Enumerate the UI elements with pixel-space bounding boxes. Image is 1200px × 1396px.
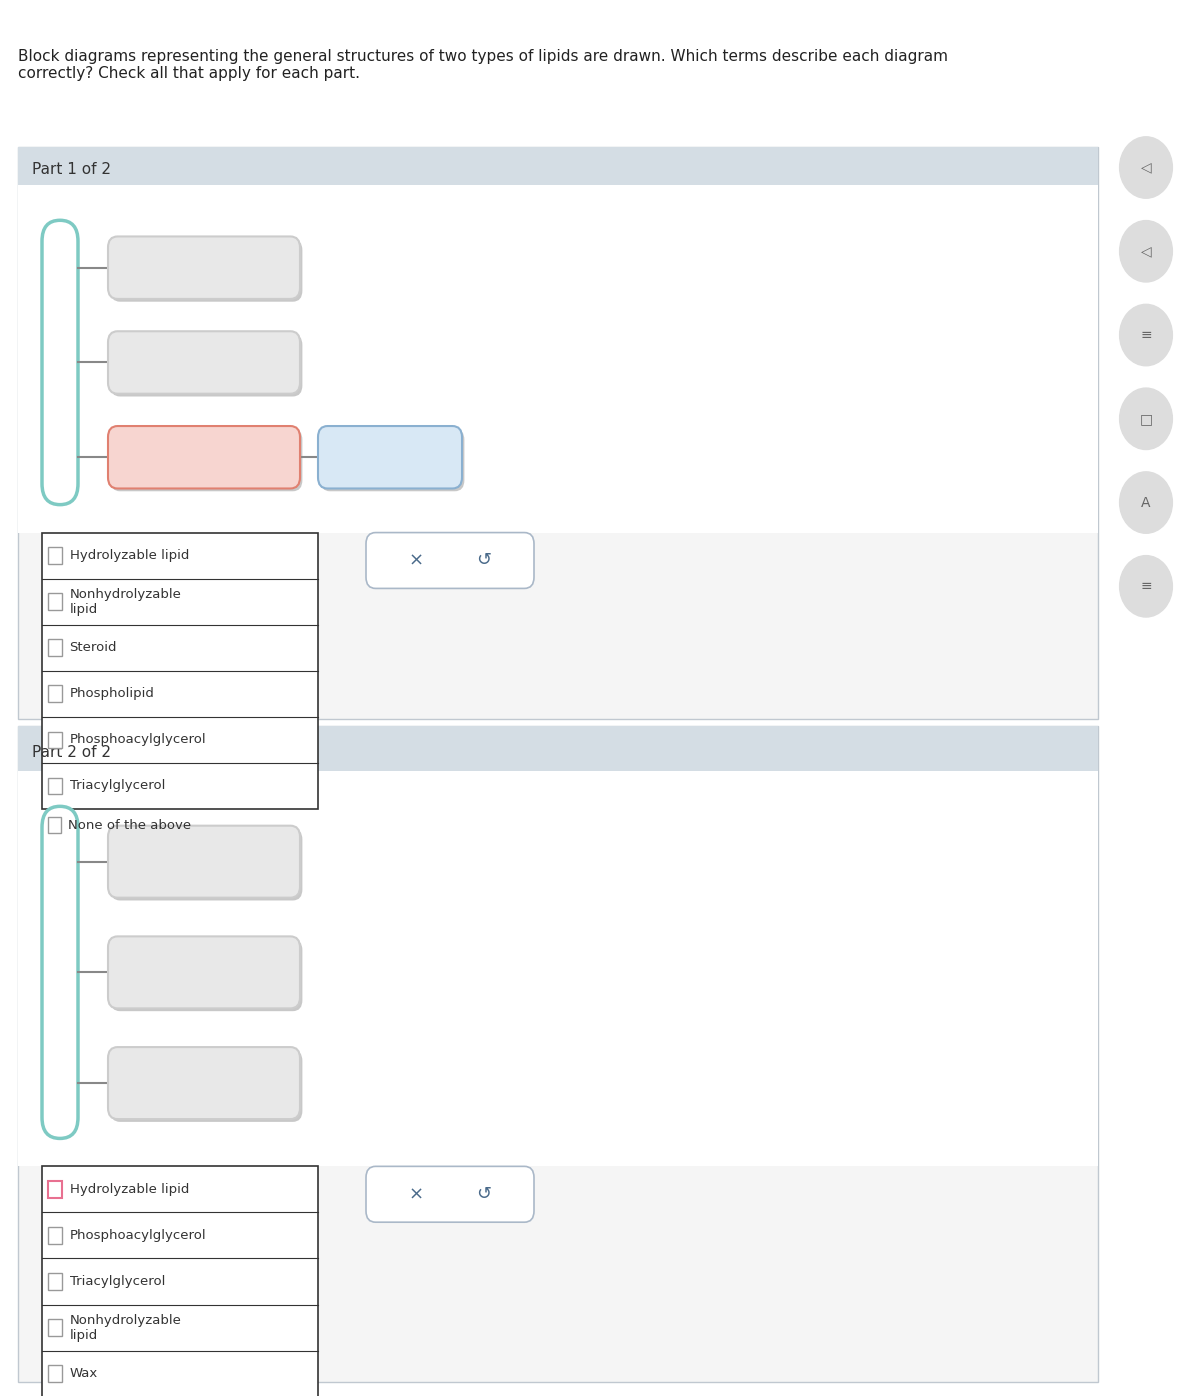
Text: ≡: ≡	[1140, 579, 1152, 593]
Text: ◁: ◁	[1141, 161, 1151, 174]
Bar	[18, 147, 1098, 193]
Text: Steroid: Steroid	[70, 641, 118, 655]
Bar	[48, 593, 62, 610]
Text: Nonhydrolyzable
lipid: Nonhydrolyzable lipid	[70, 1314, 181, 1342]
Text: Phosphoacylglycerol: Phosphoacylglycerol	[70, 1228, 206, 1242]
Bar	[48, 547, 62, 564]
Bar	[48, 778, 62, 794]
Circle shape	[1120, 472, 1172, 533]
Text: ◁: ◁	[1141, 244, 1151, 258]
FancyBboxPatch shape	[108, 1047, 300, 1120]
Bar	[48, 639, 62, 656]
Bar	[18, 772, 1098, 1167]
Text: Part 2 of 2: Part 2 of 2	[32, 744, 112, 759]
Text: ×: ×	[409, 551, 424, 570]
FancyBboxPatch shape	[108, 426, 300, 489]
Text: ×: ×	[409, 1185, 424, 1203]
Text: Block diagrams representing the general structures of two types of lipids are dr: Block diagrams representing the general …	[18, 49, 948, 81]
FancyBboxPatch shape	[110, 334, 302, 396]
FancyBboxPatch shape	[42, 807, 78, 1139]
Circle shape	[1120, 388, 1172, 450]
Text: Triacylglycerol: Triacylglycerol	[70, 1275, 164, 1289]
Text: Part 1 of 2: Part 1 of 2	[32, 162, 112, 177]
Bar	[48, 685, 62, 702]
Bar	[48, 732, 62, 748]
FancyBboxPatch shape	[320, 429, 464, 491]
Bar	[18, 726, 1098, 1382]
FancyBboxPatch shape	[366, 533, 534, 589]
Text: Triacylglycerol: Triacylglycerol	[70, 779, 164, 793]
Bar	[18, 147, 1098, 719]
FancyBboxPatch shape	[110, 940, 302, 1011]
FancyBboxPatch shape	[108, 331, 300, 394]
Text: None of the above: None of the above	[68, 818, 192, 832]
FancyBboxPatch shape	[110, 239, 302, 302]
Circle shape	[1120, 221, 1172, 282]
FancyBboxPatch shape	[42, 221, 78, 505]
Bar	[42, 533, 318, 810]
FancyBboxPatch shape	[108, 825, 300, 898]
Text: Phosphoacylglycerol: Phosphoacylglycerol	[70, 733, 206, 747]
Bar	[48, 1319, 62, 1336]
Text: ≡: ≡	[1140, 328, 1152, 342]
FancyBboxPatch shape	[110, 1050, 302, 1122]
Bar	[18, 726, 1098, 779]
Circle shape	[1120, 556, 1172, 617]
Text: □: □	[1140, 412, 1152, 426]
Text: Wax: Wax	[70, 1367, 98, 1381]
FancyBboxPatch shape	[108, 236, 300, 299]
FancyBboxPatch shape	[366, 1167, 534, 1223]
Bar	[48, 1181, 62, 1198]
Text: Hydrolyzable lipid: Hydrolyzable lipid	[70, 549, 188, 563]
Text: Hydrolyzable lipid: Hydrolyzable lipid	[70, 1182, 188, 1196]
FancyBboxPatch shape	[110, 429, 302, 491]
Circle shape	[1120, 304, 1172, 366]
FancyBboxPatch shape	[318, 426, 462, 489]
Text: ↺: ↺	[476, 551, 491, 570]
Text: Nonhydrolyzable
lipid: Nonhydrolyzable lipid	[70, 588, 181, 616]
Text: A: A	[1141, 496, 1151, 510]
Text: ↺: ↺	[476, 1185, 491, 1203]
Bar	[48, 818, 61, 832]
Text: Phospholipid: Phospholipid	[70, 687, 155, 701]
Bar	[48, 1273, 62, 1290]
FancyBboxPatch shape	[110, 828, 302, 900]
Bar	[48, 1365, 62, 1382]
Circle shape	[1120, 137, 1172, 198]
Bar	[48, 1227, 62, 1244]
FancyBboxPatch shape	[108, 937, 300, 1008]
Bar	[42, 1167, 318, 1396]
Bar	[18, 186, 1098, 533]
